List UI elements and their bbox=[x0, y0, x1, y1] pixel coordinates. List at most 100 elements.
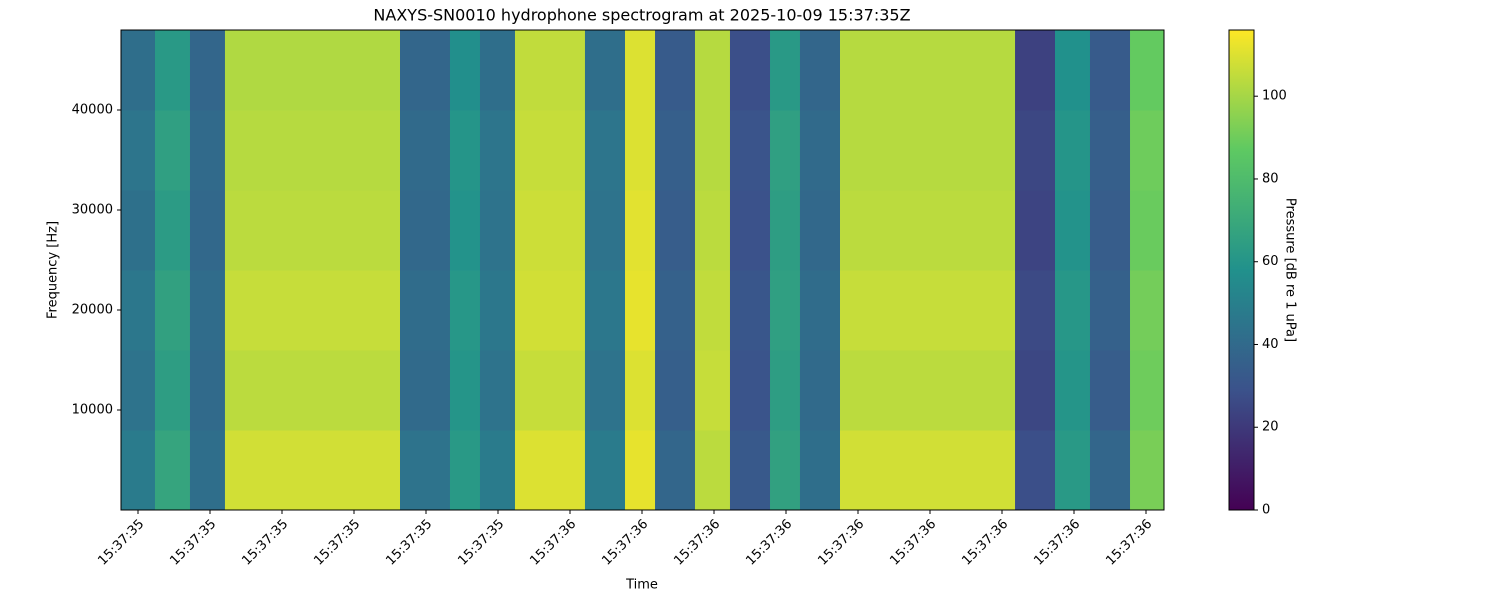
x-tick-label: 15:37:35 bbox=[455, 517, 507, 569]
heat-cell bbox=[400, 430, 451, 511]
x-axis-label: Time bbox=[625, 578, 658, 593]
heat-cell bbox=[1089, 350, 1131, 431]
chart-title: NAXYS-SN0010 hydrophone spectrogram at 2… bbox=[373, 6, 910, 25]
heat-cell bbox=[839, 30, 1016, 111]
heat-cell bbox=[839, 430, 1016, 511]
heat-cell bbox=[514, 270, 586, 351]
heat-cell bbox=[224, 30, 401, 111]
heat-cell bbox=[189, 270, 226, 351]
heat-cell bbox=[154, 270, 191, 351]
heat-cell bbox=[479, 110, 516, 191]
heat-cell bbox=[514, 30, 586, 111]
colorbar-tick-label: 20 bbox=[1262, 420, 1279, 435]
x-tick-label: 15:37:36 bbox=[671, 517, 723, 569]
heat-cell bbox=[655, 350, 696, 431]
heat-cell bbox=[449, 190, 481, 271]
heat-cell bbox=[154, 350, 191, 431]
heat-cell bbox=[655, 430, 696, 511]
heat-cell bbox=[694, 270, 731, 351]
heat-cell bbox=[694, 190, 731, 271]
heat-cell bbox=[121, 30, 156, 111]
colorbar-tick-label: 0 bbox=[1262, 503, 1270, 518]
x-tick-label: 15:37:35 bbox=[383, 517, 435, 569]
heat-cell bbox=[799, 190, 841, 271]
heat-cell bbox=[154, 110, 191, 191]
heat-cell bbox=[121, 430, 156, 511]
heat-cell bbox=[625, 30, 656, 111]
heat-cell bbox=[729, 190, 771, 271]
heat-cell bbox=[729, 30, 771, 111]
heat-cell bbox=[770, 350, 801, 431]
colorbar-tick-label: 60 bbox=[1262, 254, 1279, 269]
heat-cell bbox=[400, 350, 451, 431]
heat-cell bbox=[655, 270, 696, 351]
heat-cell bbox=[770, 30, 801, 111]
heat-cell bbox=[625, 110, 656, 191]
x-tick-label: 15:37:36 bbox=[527, 517, 579, 569]
heat-cell bbox=[625, 430, 656, 511]
x-tick-label: 15:37:36 bbox=[959, 517, 1011, 569]
heat-cell bbox=[121, 190, 156, 271]
heat-cell bbox=[449, 110, 481, 191]
heat-cell bbox=[770, 430, 801, 511]
plot-frame bbox=[120, 29, 1165, 511]
heat-cell bbox=[584, 30, 626, 111]
heat-cell bbox=[1130, 30, 1165, 111]
heat-cell bbox=[799, 30, 841, 111]
x-tick-label: 15:37:35 bbox=[95, 517, 147, 569]
y-tick-label: 20000 bbox=[72, 303, 113, 318]
heat-cell bbox=[189, 190, 226, 271]
heat-cell bbox=[449, 270, 481, 351]
x-tick-label: 15:37:36 bbox=[599, 517, 651, 569]
heat-cell bbox=[449, 430, 481, 511]
heat-cell bbox=[1054, 30, 1091, 111]
heat-cell bbox=[1015, 270, 1056, 351]
y-axis-label: Frequency [Hz] bbox=[46, 221, 61, 319]
heat-cell bbox=[479, 350, 516, 431]
heat-cell bbox=[625, 190, 656, 271]
heat-cell bbox=[449, 30, 481, 111]
heat-cell bbox=[1130, 430, 1165, 511]
heat-cell bbox=[584, 270, 626, 351]
heat-cell bbox=[1130, 110, 1165, 191]
colorbar-tick-label: 80 bbox=[1262, 171, 1279, 186]
heat-cell bbox=[479, 30, 516, 111]
heat-cell bbox=[1089, 270, 1131, 351]
heat-cell bbox=[655, 30, 696, 111]
heat-cell bbox=[224, 270, 401, 351]
heat-cell bbox=[799, 350, 841, 431]
heat-cell bbox=[514, 190, 586, 271]
x-tick-label: 15:37:36 bbox=[1031, 517, 1083, 569]
heat-cell bbox=[1054, 190, 1091, 271]
x-tick-label: 15:37:36 bbox=[743, 517, 795, 569]
colorbar-tick-label: 100 bbox=[1262, 89, 1287, 104]
heat-cell bbox=[729, 270, 771, 351]
colorbar bbox=[1228, 29, 1255, 511]
heat-cell bbox=[224, 110, 401, 191]
heat-cell bbox=[121, 350, 156, 431]
y-tick-label: 10000 bbox=[72, 403, 113, 418]
x-tick-label: 15:37:35 bbox=[167, 517, 219, 569]
colorbar-tick-label: 40 bbox=[1262, 337, 1279, 352]
heat-cell bbox=[839, 270, 1016, 351]
heat-cell bbox=[479, 270, 516, 351]
heat-cell bbox=[584, 190, 626, 271]
heat-cell bbox=[799, 110, 841, 191]
heat-cell bbox=[694, 30, 731, 111]
heat-cell bbox=[1015, 110, 1056, 191]
heat-cell bbox=[1054, 350, 1091, 431]
heat-cell bbox=[770, 270, 801, 351]
heat-cell bbox=[400, 270, 451, 351]
x-tick-label: 15:37:36 bbox=[887, 517, 939, 569]
heat-cell bbox=[1054, 110, 1091, 191]
heat-cell bbox=[655, 190, 696, 271]
heat-cell bbox=[479, 430, 516, 511]
heat-cell bbox=[224, 430, 401, 511]
heat-cell bbox=[224, 190, 401, 271]
heat-cell bbox=[121, 110, 156, 191]
heat-cell bbox=[694, 430, 731, 511]
heat-cell bbox=[655, 110, 696, 191]
heat-cell bbox=[770, 110, 801, 191]
heat-cell bbox=[189, 30, 226, 111]
